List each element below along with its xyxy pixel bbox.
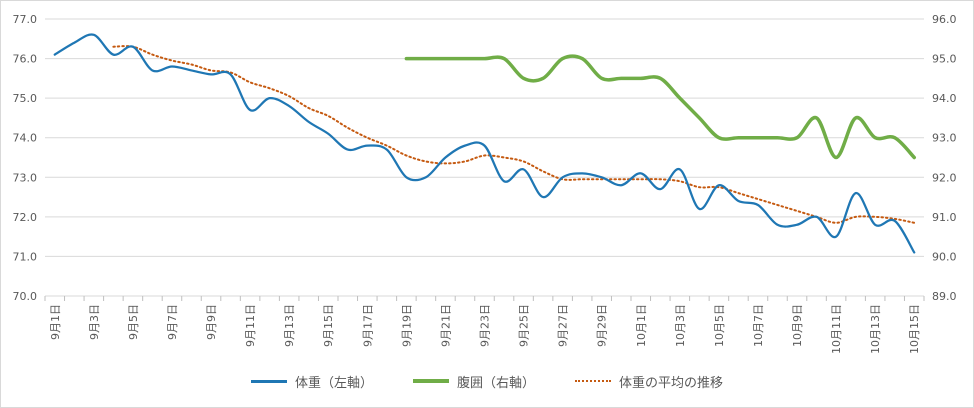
gridlines bbox=[45, 18, 924, 297]
legend-item-average[interactable]: 体重の平均の推移 bbox=[575, 372, 723, 391]
legend-item-waist[interactable]: 腹囲（右軸） bbox=[412, 372, 535, 391]
x-tick-label: 9月21日 bbox=[439, 304, 452, 347]
y-left-tick-label: 74.0 bbox=[13, 132, 38, 145]
plot-area bbox=[53, 33, 916, 254]
y-right-tick-label: 89.0 bbox=[932, 290, 957, 303]
x-tick-label: 9月7日 bbox=[166, 304, 179, 340]
y-left-tick-label: 70.0 bbox=[13, 290, 38, 303]
legend-label-waist: 腹囲（右軸） bbox=[456, 375, 535, 391]
x-tick-label: 9月9日 bbox=[205, 304, 218, 340]
series-line-average bbox=[112, 45, 916, 224]
y-left-tick-label: 72.0 bbox=[13, 211, 38, 224]
y-right-tick-label: 94.0 bbox=[932, 92, 957, 105]
legend-label-weight: 体重（左軸） bbox=[294, 375, 373, 391]
y-axis-left: 70.0 71.0 72.0 73.0 74.0 75.0 76.0 77.0 bbox=[13, 13, 38, 303]
x-tick-label: 9月27日 bbox=[557, 304, 570, 347]
x-tick-label: 9月5日 bbox=[127, 304, 140, 340]
x-tick-label: 9月11日 bbox=[244, 304, 257, 347]
legend-item-weight[interactable]: 体重（左軸） bbox=[250, 372, 373, 391]
x-tick-label: 9月3日 bbox=[88, 304, 101, 340]
x-tick-label: 9月23日 bbox=[479, 304, 492, 347]
x-tick-label: 9月15日 bbox=[322, 304, 335, 347]
y-axis-right: 89.0 90.0 91.0 92.0 93.0 94.0 95.0 96.0 bbox=[932, 13, 957, 303]
y-right-tick-label: 90.0 bbox=[932, 250, 957, 263]
x-tick-label: 10月7日 bbox=[752, 304, 765, 347]
series-line-weight bbox=[53, 33, 916, 254]
x-tick-label: 10月15日 bbox=[908, 304, 921, 354]
x-axis: 9月1日 9月3日 9月5日 9月7日 9月9日 9月11日 9月13日 9月15日 9月17日… bbox=[44, 296, 925, 354]
x-tick-label: 10月11日 bbox=[830, 304, 843, 354]
series-line-waist bbox=[404, 54, 916, 160]
x-tick-label: 9月1日 bbox=[49, 304, 62, 340]
legend: 体重（左軸） 腹囲（右軸） 体重の平均の推移 bbox=[0, 370, 974, 392]
y-right-tick-label: 96.0 bbox=[932, 13, 957, 26]
x-tick-label: 10月1日 bbox=[635, 304, 648, 347]
x-tick-label: 9月17日 bbox=[361, 304, 374, 347]
legend-label-average: 体重の平均の推移 bbox=[619, 375, 724, 391]
y-left-tick-label: 77.0 bbox=[13, 13, 38, 26]
x-tick-label: 9月13日 bbox=[283, 304, 296, 347]
x-tick-label: 9月19日 bbox=[400, 304, 413, 347]
y-right-tick-label: 92.0 bbox=[932, 171, 957, 184]
y-right-tick-label: 95.0 bbox=[932, 53, 957, 66]
legend-swatch-average bbox=[575, 380, 611, 382]
x-tick-label: 9月25日 bbox=[518, 304, 531, 347]
legend-swatch-waist bbox=[412, 379, 449, 383]
x-tick-label: 10月5日 bbox=[713, 304, 726, 347]
y-left-tick-label: 73.0 bbox=[13, 171, 38, 184]
x-tick-label: 10月9日 bbox=[791, 304, 804, 347]
y-left-tick-label: 75.0 bbox=[13, 92, 38, 105]
x-tick-label: 9月29日 bbox=[596, 304, 609, 347]
legend-swatch-weight bbox=[250, 379, 287, 383]
y-right-tick-label: 93.0 bbox=[932, 132, 957, 145]
x-tick-label: 10月13日 bbox=[869, 304, 882, 354]
y-left-tick-label: 76.0 bbox=[13, 53, 38, 66]
y-right-tick-label: 91.0 bbox=[932, 211, 957, 224]
y-left-tick-label: 71.0 bbox=[13, 250, 38, 263]
x-tick-label: 10月3日 bbox=[674, 304, 687, 347]
